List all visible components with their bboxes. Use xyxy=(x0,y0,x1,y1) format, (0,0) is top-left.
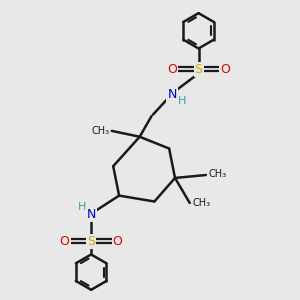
Text: S: S xyxy=(87,235,95,248)
Text: N: N xyxy=(86,208,96,221)
Text: CH₃: CH₃ xyxy=(192,198,210,208)
Text: O: O xyxy=(60,235,70,248)
Text: O: O xyxy=(167,63,177,76)
Text: O: O xyxy=(220,63,230,76)
Text: H: H xyxy=(78,202,86,212)
Text: S: S xyxy=(195,63,203,76)
Text: N: N xyxy=(167,88,177,100)
Text: CH₃: CH₃ xyxy=(208,169,226,178)
Text: CH₃: CH₃ xyxy=(91,126,110,136)
Text: H: H xyxy=(178,96,187,106)
Text: O: O xyxy=(113,235,123,248)
